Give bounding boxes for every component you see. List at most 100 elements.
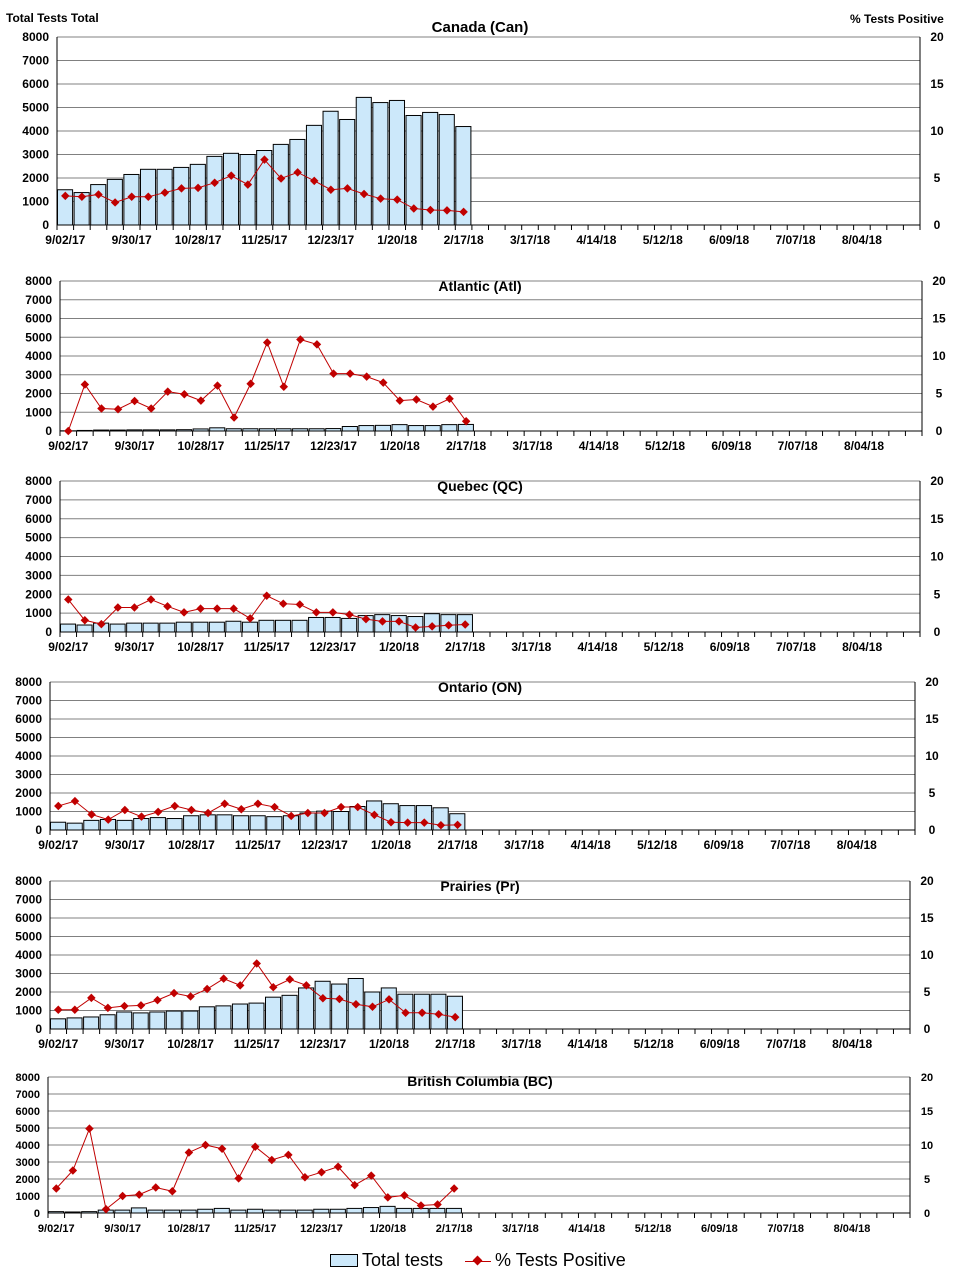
percent-positive-marker: [120, 1001, 129, 1011]
x-tick-label: 4/14/18: [571, 838, 611, 852]
percent-positive-marker: [303, 808, 313, 818]
y-tick-label: 0: [34, 1208, 40, 1220]
bar: [429, 1207, 446, 1214]
percent-positive-marker: [395, 396, 405, 405]
percent-positive-marker: [61, 191, 70, 201]
x-tick-label: 5/12/18: [645, 439, 685, 453]
y2-tick-label: 5: [934, 587, 941, 601]
x-tick-label: 8/04/18: [842, 640, 882, 654]
percent-positive-marker: [426, 205, 435, 215]
bar: [446, 995, 463, 1030]
bar: [339, 118, 356, 226]
percent-positive-marker: [110, 198, 120, 207]
percent-positive-marker: [300, 1173, 310, 1182]
x-tick-label: 12/23/17: [307, 233, 354, 247]
bar: [445, 1207, 462, 1214]
x-tick-label: 3/17/18: [501, 1037, 541, 1051]
y-tick-label: 1000: [25, 606, 52, 620]
y2-tick-label: 20: [925, 675, 939, 689]
percent-positive-marker: [362, 372, 371, 381]
percent-positive-marker: [146, 404, 156, 413]
bar: [192, 621, 209, 633]
x-tick-label: 10/28/17: [177, 640, 224, 654]
bar: [379, 1205, 396, 1214]
y-tick-label: 0: [35, 823, 42, 837]
bar: [199, 814, 216, 831]
x-tick-label: 10/28/17: [178, 439, 225, 453]
bar: [182, 1010, 199, 1030]
x-tick-label: 11/25/17: [244, 439, 290, 453]
y2-tick-label: 15: [921, 1106, 933, 1118]
percent-positive-marker: [359, 189, 369, 199]
x-tick-label: 3/17/18: [511, 640, 551, 654]
bar: [332, 811, 349, 831]
y-tick-label: 6000: [16, 1106, 40, 1118]
x-tick-label: 12/23/17: [300, 1223, 343, 1235]
x-tick-label: 9/30/17: [115, 439, 155, 453]
y2-tick-label: 20: [930, 30, 944, 44]
percent-positive-line: [67, 338, 467, 432]
bar: [206, 155, 223, 226]
x-tick-label: 11/25/17: [244, 640, 290, 654]
x-tick-label: 9/30/17: [105, 838, 145, 852]
legend: Total tests % Tests Positive: [330, 1250, 626, 1271]
y-tick-label: 3000: [25, 568, 52, 582]
percent-positive-marker: [212, 604, 222, 613]
percent-positive-marker: [151, 1183, 160, 1192]
x-tick-label: 6/09/18: [709, 233, 749, 247]
x-tick-label: 10/28/17: [167, 1037, 214, 1051]
x-tick-label: 8/04/18: [832, 1037, 872, 1051]
x-tick-label: 7/07/18: [766, 1037, 806, 1051]
x-tick-label: 12/23/17: [301, 838, 348, 852]
percent-positive-marker: [163, 387, 172, 396]
y-tick-label: 4000: [22, 124, 49, 138]
y-tick-label: 4000: [15, 948, 42, 962]
x-tick-label: 11/25/17: [241, 233, 287, 247]
bar: [272, 143, 289, 226]
bar: [198, 1006, 215, 1030]
y2-tick-label: 0: [924, 1208, 930, 1220]
percent-positive-marker: [403, 818, 412, 827]
legend-bar-swatch: [330, 1254, 358, 1267]
x-tick-label: 2/17/18: [444, 233, 484, 247]
bar: [308, 616, 325, 633]
x-tick-label: 3/17/18: [512, 439, 552, 453]
x-tick-label: 2/17/18: [446, 439, 486, 453]
bar: [281, 994, 298, 1030]
bar: [441, 424, 458, 432]
bar: [374, 424, 392, 432]
bar: [222, 152, 240, 226]
percent-positive-marker: [229, 604, 238, 613]
x-tick-label: 12/23/17: [310, 640, 357, 654]
y-tick-label: 7000: [15, 893, 42, 907]
percent-positive-marker: [320, 808, 329, 818]
bar: [83, 1016, 100, 1030]
bar: [396, 1207, 413, 1214]
bar: [331, 983, 348, 1030]
y-tick-label: 5000: [25, 330, 52, 344]
percent-positive-marker: [252, 959, 261, 968]
percent-positive-marker: [97, 404, 106, 413]
y2-tick-label: 5: [929, 786, 936, 800]
percent-positive-marker: [120, 805, 130, 815]
percent-positive-marker: [384, 995, 394, 1004]
percent-positive-marker: [64, 426, 73, 436]
percent-positive-marker: [428, 402, 438, 411]
percent-positive-marker: [376, 194, 385, 203]
x-tick-label: 12/23/17: [310, 439, 357, 453]
percent-positive-marker: [213, 381, 222, 390]
percent-positive-marker: [153, 995, 162, 1005]
percent-positive-marker: [345, 610, 354, 619]
percent-positive-marker: [302, 981, 311, 990]
bar: [275, 619, 292, 633]
bar: [248, 1002, 265, 1030]
percent-positive-marker: [317, 1167, 326, 1177]
y-tick-label: 5000: [25, 531, 52, 545]
bar: [142, 622, 159, 633]
y2-tick-label: 10: [932, 349, 946, 363]
chart-title: Atlantic (Atl): [438, 278, 521, 294]
percent-positive-marker: [412, 395, 421, 404]
percent-positive-marker: [270, 802, 279, 812]
x-tick-label: 9/02/17: [45, 233, 85, 247]
